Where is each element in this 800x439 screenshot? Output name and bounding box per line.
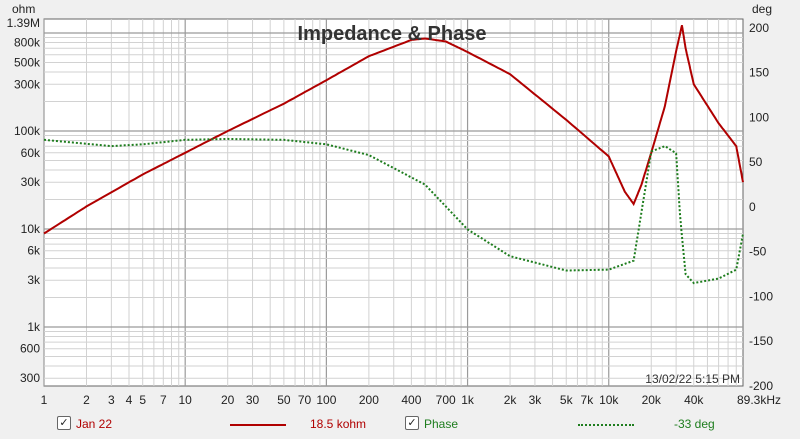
- x-tick-label: 30: [246, 393, 260, 407]
- x-tick-label: 3: [108, 393, 115, 407]
- y-right-tick-label: -50: [749, 245, 767, 259]
- y-left-tick-label: 10k: [21, 222, 41, 236]
- x-tick-label: 5: [139, 393, 146, 407]
- series-1-line-sample: [230, 424, 286, 426]
- axis-labels: 1 2 3 4 5 7 10 20 30 50 70 100 200 400 700 1k 2k 3k 5k 7k 10…: [7, 16, 781, 407]
- x-tick-label: 20: [221, 393, 235, 407]
- y-left-tick-label: 500k: [14, 56, 41, 70]
- right-axis-unit: deg: [752, 2, 772, 16]
- chart-title: Impedance & Phase: [298, 23, 487, 45]
- x-tick-label: 10k: [599, 393, 619, 407]
- x-tick-label: 20k: [642, 393, 662, 407]
- x-tick-label: 400: [401, 393, 421, 407]
- series-2-label: Phase: [424, 417, 459, 431]
- y-right-tick-label: 50: [749, 155, 763, 169]
- y-right-tick-label: -200: [749, 379, 773, 393]
- timestamp: 13/02/22 5:15 PM: [645, 372, 740, 386]
- x-tick-label: 50: [277, 393, 291, 407]
- y-right-tick-label: 150: [749, 66, 769, 80]
- grid-lines: [43, 19, 743, 386]
- y-left-tick-label: 300: [20, 371, 40, 385]
- x-tick-label: 70: [298, 393, 312, 407]
- y-left-tick-label: 30k: [21, 175, 41, 189]
- x-tick-label: 2k: [504, 393, 518, 407]
- series-1-line: [43, 25, 744, 235]
- series-2-line-sample: [578, 424, 634, 426]
- x-tick-label: 200: [359, 393, 379, 407]
- y-left-tick-label: 800k: [14, 36, 41, 50]
- series-2-line: [43, 137, 744, 285]
- series-2-value: -33 deg: [674, 417, 715, 431]
- x-tick-label: 5k: [560, 393, 574, 407]
- x-tick-label: 100: [316, 393, 336, 407]
- y-left-tick-label: 3k: [27, 273, 41, 287]
- x-tick-label: 89.3kHz: [737, 393, 781, 407]
- y-right-tick-label: -100: [749, 289, 773, 303]
- x-tick-label: 7: [160, 393, 167, 407]
- y-left-tick-label: 1.39M: [7, 16, 40, 30]
- x-tick-label: 3k: [529, 393, 543, 407]
- impedance-phase-chart: 1 2 3 4 5 7 10 20 30 50 70 100 200 400 700 1k 2k 3k 5k 7k 10…: [7, 2, 781, 407]
- x-tick-label: 1: [41, 393, 48, 407]
- series-1-label: Jan 22: [76, 417, 113, 431]
- y-left-tick-label: 6k: [27, 244, 41, 258]
- x-tick-label: 1k: [461, 393, 475, 407]
- y-left-tick-label: 1k: [27, 320, 41, 334]
- x-tick-label: 7k: [581, 393, 595, 407]
- x-tick-label: 700: [436, 393, 456, 407]
- y-left-tick-label: 600: [20, 342, 40, 356]
- series-1-checkbox[interactable]: ✓: [57, 416, 71, 430]
- x-tick-label: 2: [83, 393, 90, 407]
- y-right-tick-label: -150: [749, 334, 773, 348]
- y-right-tick-label: 0: [749, 200, 756, 214]
- series-layer: [43, 25, 744, 285]
- x-tick-label: 4: [126, 393, 133, 407]
- left-axis-unit: ohm: [12, 2, 35, 16]
- series-1-value: 18.5 kohm: [310, 417, 367, 431]
- y-left-tick-label: 60k: [21, 146, 41, 160]
- legend: ✓ Jan 22 18.5 kohm ✓ Phase -33 deg: [0, 412, 800, 436]
- y-left-tick-label: 100k: [14, 124, 41, 138]
- series-2-checkbox[interactable]: ✓: [405, 416, 419, 430]
- y-right-tick-label: 200: [749, 21, 769, 35]
- y-right-tick-label: 100: [749, 110, 769, 124]
- x-tick-label: 40k: [684, 393, 704, 407]
- y-left-tick-label: 300k: [14, 77, 41, 91]
- x-tick-label: 10: [179, 393, 193, 407]
